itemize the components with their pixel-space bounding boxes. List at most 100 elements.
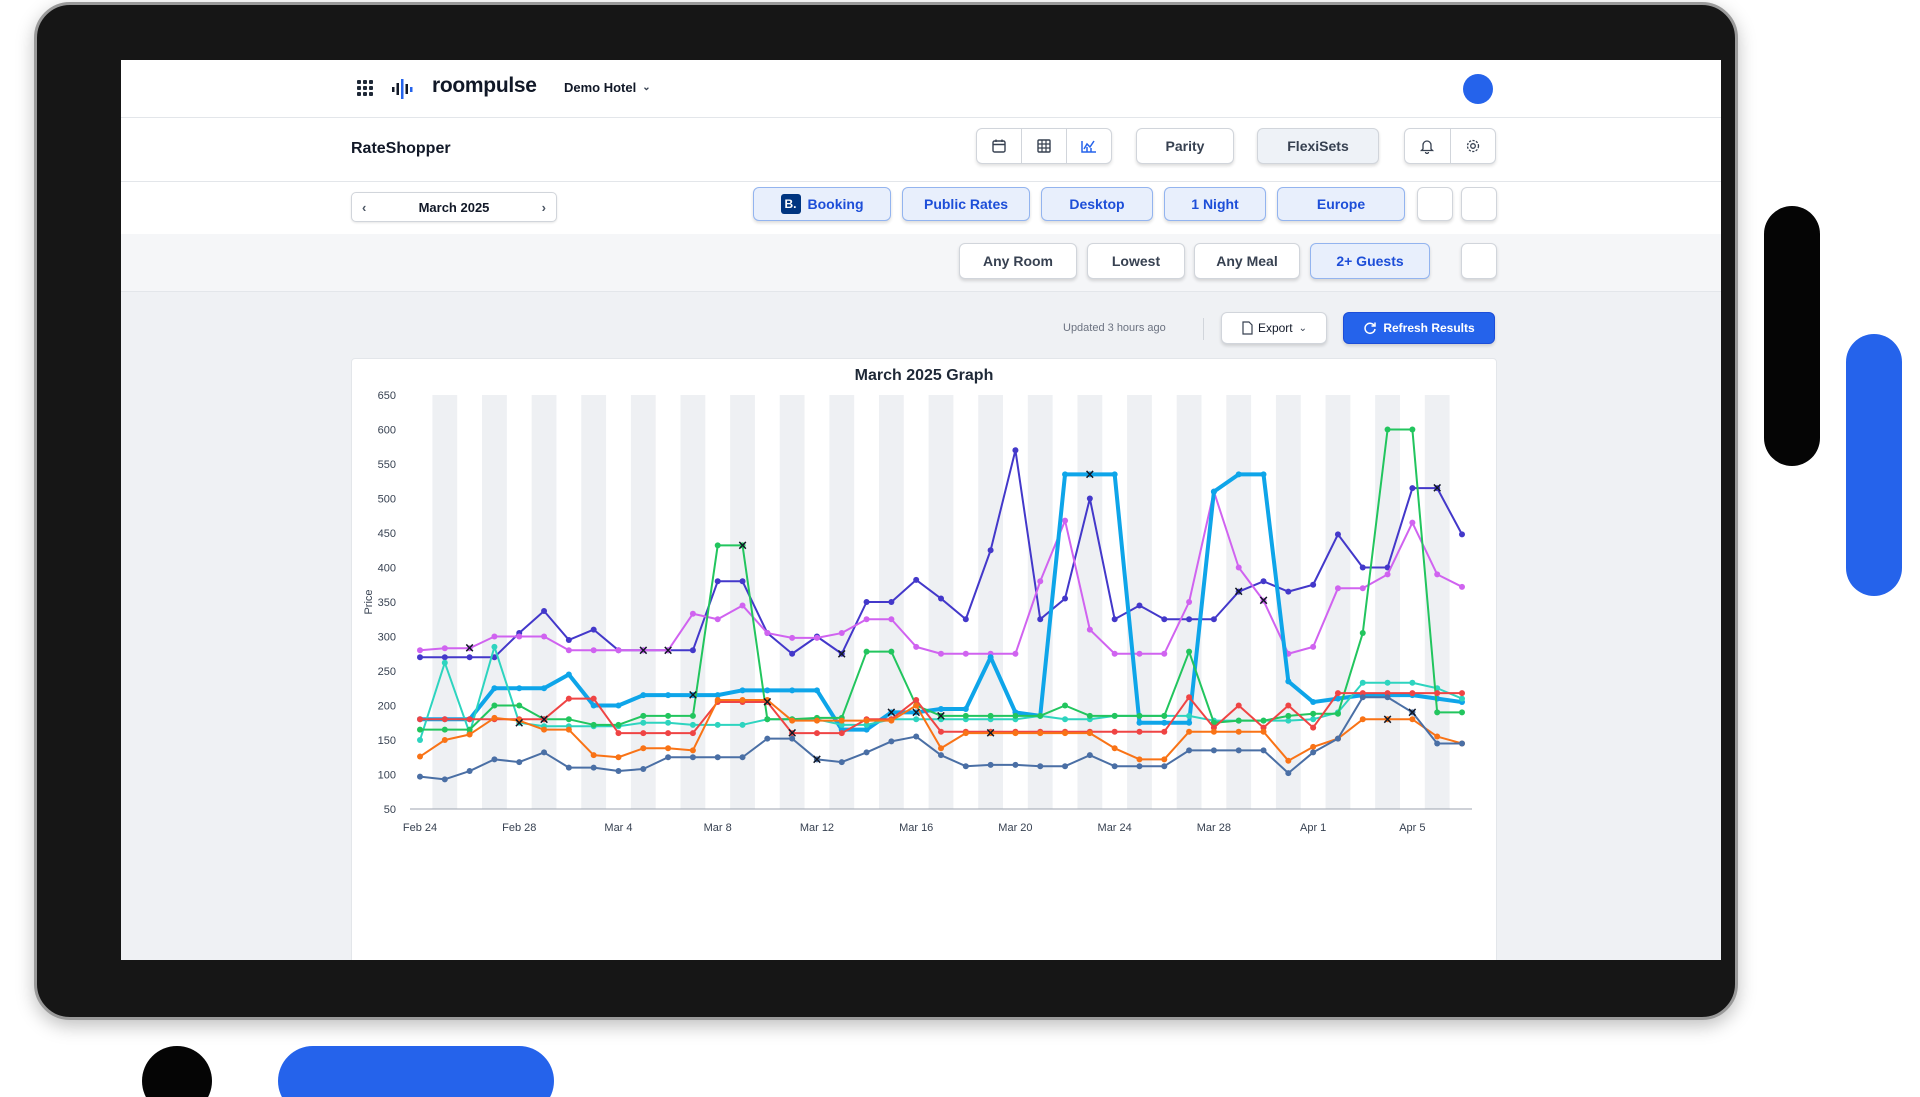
data-point xyxy=(813,687,820,694)
updated-timestamp: Updated 3 hours ago xyxy=(1063,322,1166,334)
data-point xyxy=(1111,471,1118,478)
refresh-results-button[interactable]: Refresh Results xyxy=(1343,312,1495,344)
data-point xyxy=(1186,719,1193,726)
data-point xyxy=(987,712,994,719)
data-point xyxy=(1161,719,1168,726)
file-icon xyxy=(1242,321,1253,335)
settings-button[interactable] xyxy=(1451,129,1496,163)
flexisets-button[interactable]: FlexiSets xyxy=(1257,128,1379,164)
data-point xyxy=(962,705,969,712)
chevron-right-icon[interactable]: › xyxy=(541,199,546,215)
avatar[interactable] xyxy=(1463,74,1493,104)
y-tick-label: 250 xyxy=(378,666,396,678)
hotel-selector[interactable]: Demo Hotel ⌄ xyxy=(564,80,651,95)
data-point xyxy=(714,721,721,728)
unavailable-marker: × xyxy=(638,643,649,658)
notifications-button[interactable] xyxy=(1405,129,1451,163)
extra-filter-button-1[interactable] xyxy=(1417,187,1453,221)
data-point xyxy=(1359,694,1366,701)
data-point xyxy=(913,643,920,650)
export-button[interactable]: Export ⌄ xyxy=(1221,312,1327,344)
data-point xyxy=(813,717,820,724)
x-tick-label: Mar 20 xyxy=(998,822,1032,834)
channel-label: Booking xyxy=(807,196,864,212)
data-point xyxy=(1186,599,1193,605)
data-point xyxy=(714,696,721,703)
calendar-view-button[interactable] xyxy=(977,129,1022,163)
price-mode-filter-button[interactable]: Lowest xyxy=(1087,243,1185,279)
data-point xyxy=(1186,694,1193,701)
data-point xyxy=(1384,679,1391,686)
data-point xyxy=(1235,717,1242,724)
data-point xyxy=(789,717,796,724)
y-tick-label: 400 xyxy=(378,563,396,575)
data-point xyxy=(640,730,647,737)
data-point xyxy=(1359,690,1366,697)
x-tick-label: Feb 28 xyxy=(502,822,536,834)
parity-button[interactable]: Parity xyxy=(1136,128,1234,164)
data-point xyxy=(739,578,746,585)
device-filter-button[interactable]: Desktop xyxy=(1041,187,1153,221)
channel-filter-button[interactable]: B. Booking xyxy=(753,187,891,221)
data-point xyxy=(739,696,746,703)
length-of-stay-filter-button[interactable]: 1 Night xyxy=(1164,187,1266,221)
rate-type-filter-button[interactable]: Public Rates xyxy=(902,187,1030,221)
data-point xyxy=(1409,426,1416,433)
data-point xyxy=(491,714,498,721)
data-point xyxy=(1384,571,1391,578)
data-point xyxy=(1111,728,1118,735)
data-point xyxy=(863,599,870,605)
data-point xyxy=(665,730,672,737)
data-point xyxy=(1310,716,1317,723)
grid-band xyxy=(581,395,607,809)
grid-band xyxy=(1127,395,1152,809)
meal-filter-button[interactable]: Any Meal xyxy=(1194,243,1300,279)
data-point xyxy=(1111,745,1118,752)
graph-view-button[interactable] xyxy=(1067,129,1111,163)
data-point xyxy=(1310,643,1317,650)
data-point xyxy=(1210,488,1217,495)
data-point xyxy=(1310,749,1317,756)
extra-filter-button-3[interactable] xyxy=(1461,243,1497,279)
unavailable-marker: × xyxy=(687,688,698,703)
data-point xyxy=(764,735,771,742)
data-point xyxy=(1334,690,1341,697)
data-point xyxy=(1111,616,1118,623)
table-view-button[interactable] xyxy=(1022,129,1067,163)
data-point xyxy=(938,595,944,602)
data-point xyxy=(1136,728,1143,735)
data-point xyxy=(789,650,796,657)
data-point xyxy=(913,702,920,709)
guests-filter-button[interactable]: 2+ Guests xyxy=(1310,243,1430,279)
data-point xyxy=(1359,585,1366,592)
extra-filter-button-2[interactable] xyxy=(1461,187,1497,221)
data-point xyxy=(565,647,572,654)
data-point xyxy=(813,756,820,763)
data-point xyxy=(789,634,796,641)
data-point xyxy=(1285,678,1292,685)
data-point xyxy=(1062,702,1069,709)
grid-band xyxy=(829,395,855,809)
data-point xyxy=(1310,699,1317,706)
apps-grid-icon[interactable] xyxy=(357,80,373,96)
grid-band xyxy=(928,395,954,809)
data-point xyxy=(1285,770,1292,777)
data-point xyxy=(417,647,423,654)
data-point xyxy=(1285,757,1292,764)
room-filter-button[interactable]: Any Room xyxy=(959,243,1077,279)
data-point xyxy=(1384,716,1391,723)
booking-logo-icon: B. xyxy=(780,194,801,214)
data-point xyxy=(739,602,746,609)
data-point xyxy=(541,607,548,614)
data-point xyxy=(938,752,944,759)
data-point xyxy=(1186,648,1193,655)
data-point xyxy=(1086,752,1093,759)
data-point xyxy=(1434,709,1441,716)
data-point xyxy=(888,616,895,623)
unavailable-marker: × xyxy=(1407,705,1418,720)
data-point xyxy=(1186,728,1193,735)
chevron-left-icon[interactable]: ‹ xyxy=(362,199,367,215)
region-filter-button[interactable]: Europe xyxy=(1277,187,1405,221)
data-point xyxy=(1210,616,1217,623)
